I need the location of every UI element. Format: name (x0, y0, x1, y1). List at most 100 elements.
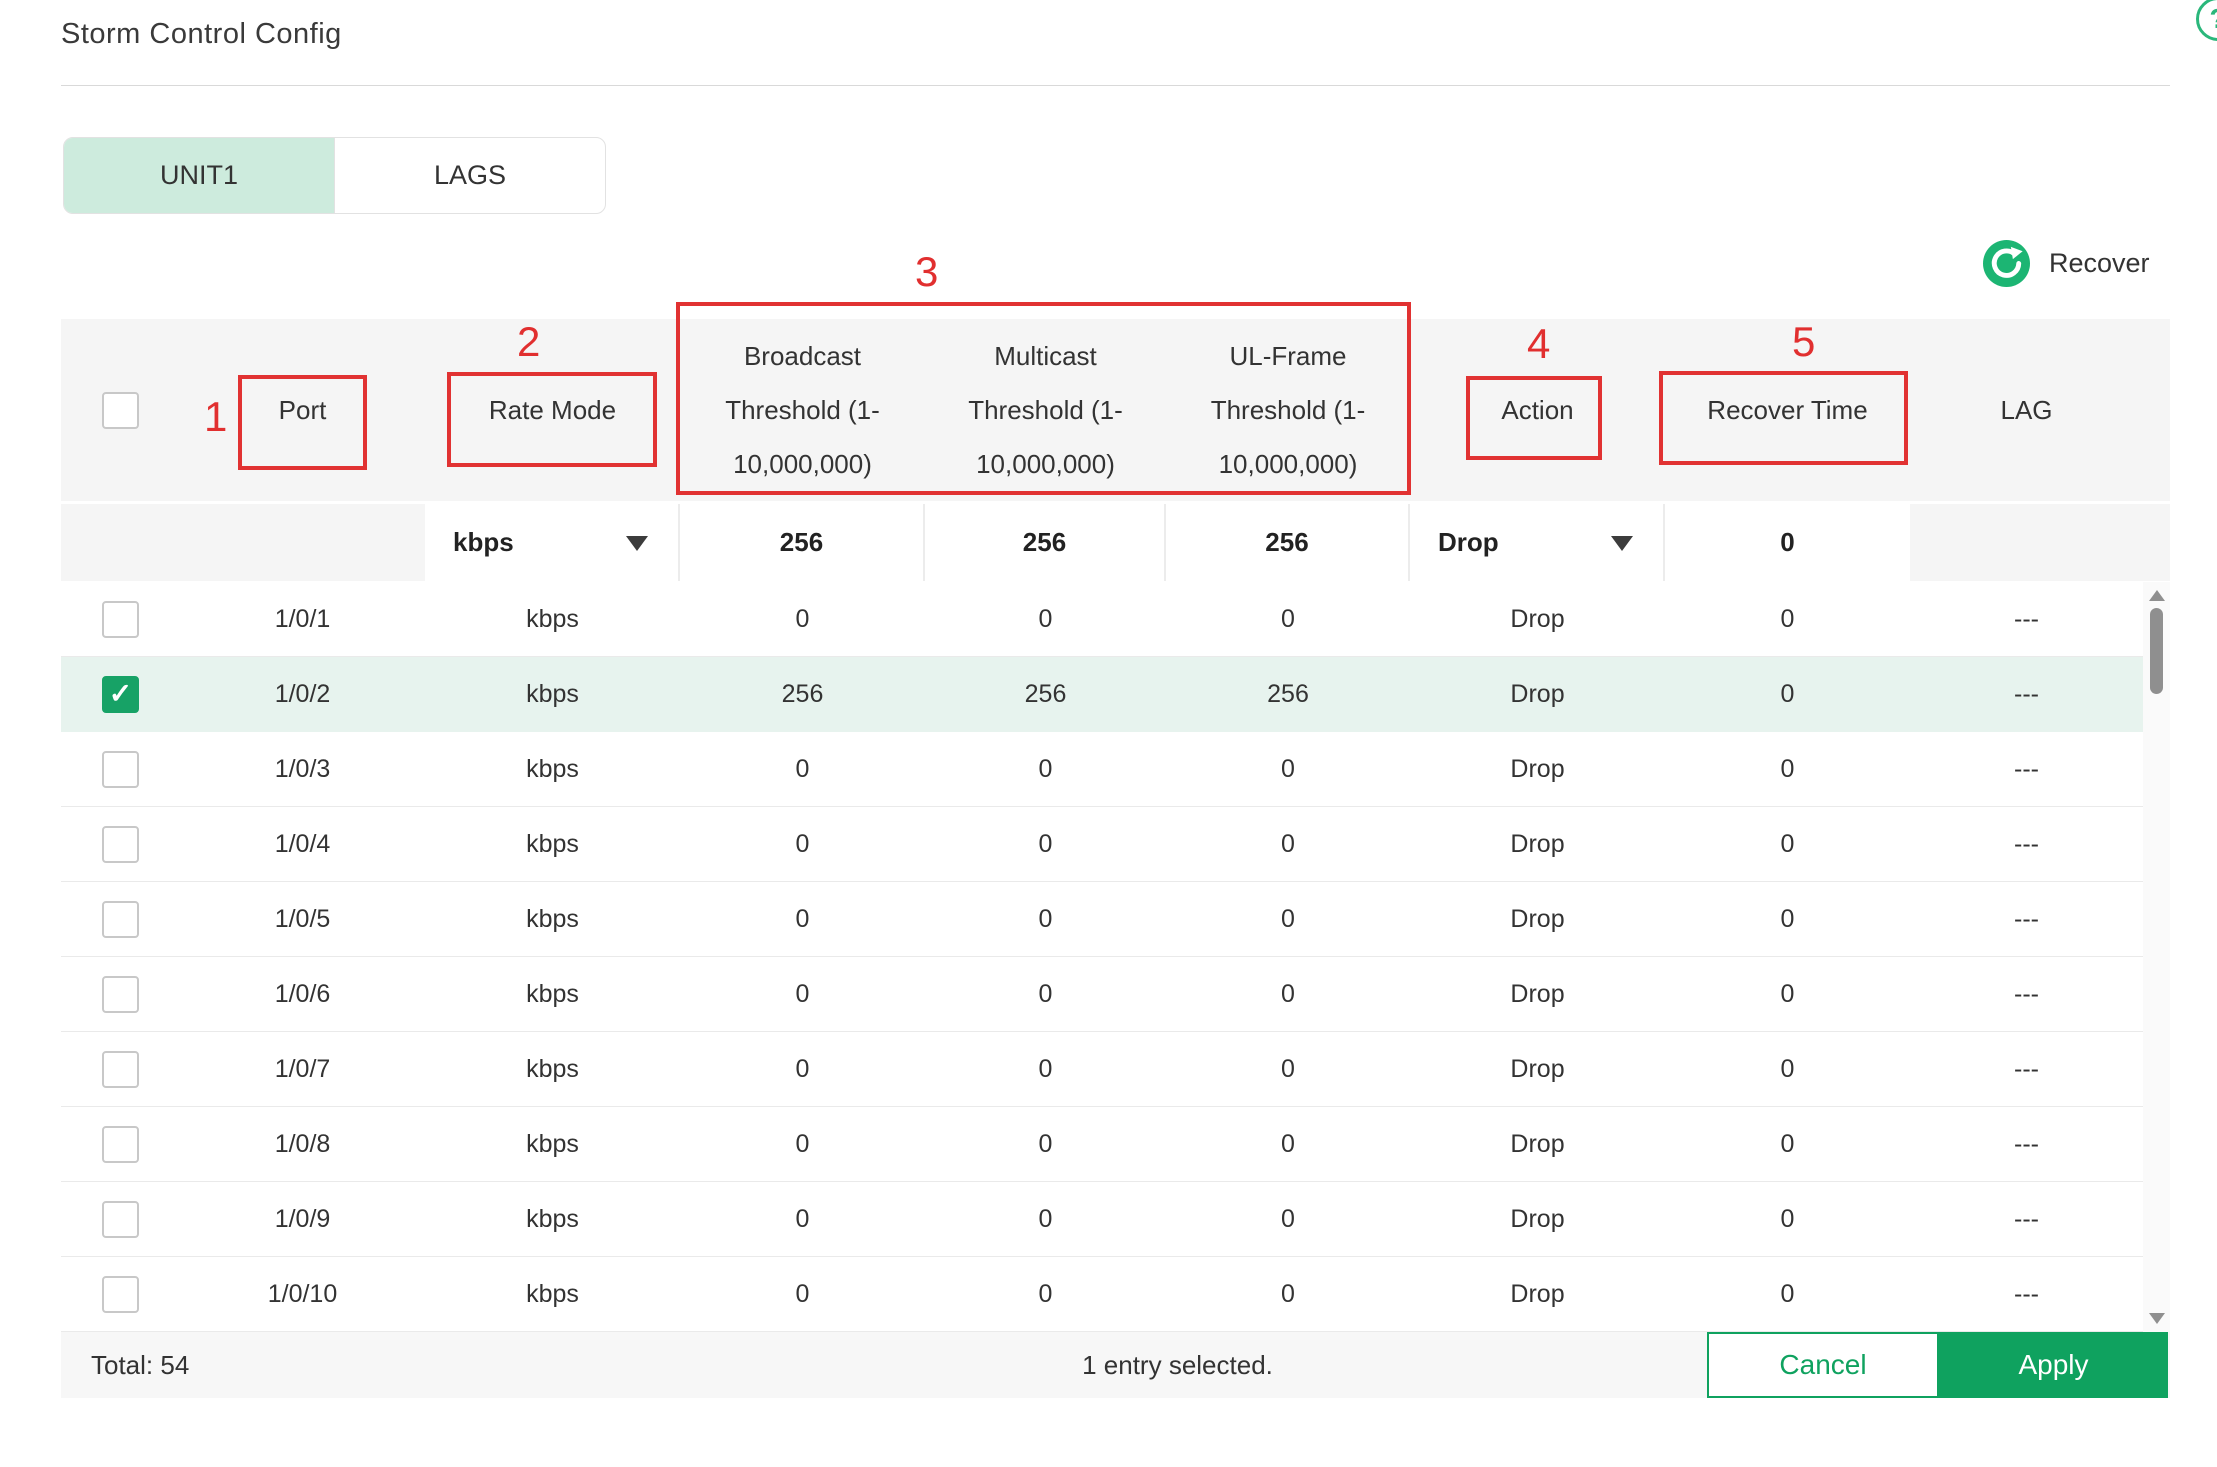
cell-rate-mode: kbps (526, 904, 579, 933)
cell-broadcast-threshold: 0 (795, 1279, 810, 1308)
tab-lags[interactable]: LAGS (334, 138, 605, 213)
cell-multicast-threshold: 0 (1038, 1054, 1053, 1083)
row-checkbox[interactable]: ✓ (102, 1125, 139, 1163)
cell-broadcast-threshold: 0 (795, 979, 810, 1008)
annotation-number-3: 3 (915, 248, 939, 295)
cell-action: Drop (1510, 754, 1565, 783)
table-row[interactable]: ✓ 1/0/8 kbps 0 0 0 Drop 0 --- (61, 1107, 2143, 1182)
table-row[interactable]: ✓ 1/0/9 kbps 0 0 0 Drop 0 --- (61, 1182, 2143, 1257)
row-checkbox[interactable]: ✓ (102, 750, 139, 788)
scrollbar-thumb[interactable] (2150, 608, 2163, 694)
cell-broadcast-threshold: 256 (781, 679, 824, 708)
table-row[interactable]: ✓ 1/0/2 kbps 256 256 256 Drop 0 --- (61, 657, 2143, 732)
action-dropdown[interactable]: Drop (1410, 504, 1665, 581)
table-row[interactable]: ✓ 1/0/6 kbps 0 0 0 Drop 0 --- (61, 957, 2143, 1032)
row-checkbox[interactable]: ✓ (102, 1200, 139, 1238)
cell-lag: --- (2014, 979, 2039, 1008)
column-header-rate-mode: Rate Mode (488, 395, 617, 425)
cell-lag: --- (2014, 1129, 2039, 1158)
recover-icon (1983, 239, 2030, 287)
column-header-ul-frame-threshold: UL-Frame Threshold (1-10,000,000) (1210, 341, 1366, 479)
cell-action: Drop (1510, 604, 1565, 633)
row-checkbox-cell: ✓ (61, 657, 180, 731)
bulk-edit-row: kbps 256 256 256 Drop 0 (61, 504, 2170, 581)
header-checkbox-cell: ✓ (61, 319, 180, 501)
cell-port: 1/0/3 (274, 754, 331, 783)
table-row[interactable]: ✓ 1/0/5 kbps 0 0 0 Drop 0 --- (61, 882, 2143, 957)
cell-rate-mode: kbps (526, 979, 579, 1008)
cell-broadcast-threshold: 0 (795, 904, 810, 933)
select-all-checkbox[interactable]: ✓ (102, 391, 139, 429)
table-row[interactable]: ✓ 1/0/7 kbps 0 0 0 Drop 0 --- (61, 1032, 2143, 1107)
help-icon[interactable]: ? (2196, 0, 2217, 41)
row-checkbox-cell: ✓ (61, 1257, 180, 1331)
apply-button[interactable]: Apply (1939, 1332, 2168, 1398)
cell-action: Drop (1510, 979, 1565, 1008)
cell-recover-time: 0 (1780, 1204, 1795, 1233)
cell-action: Drop (1510, 1279, 1565, 1308)
row-checkbox-cell: ✓ (61, 957, 180, 1031)
column-header-action: Action (1501, 395, 1574, 425)
total-count: Total: 54 (91, 1349, 190, 1380)
cell-action: Drop (1510, 829, 1565, 858)
cell-lag: --- (2014, 829, 2039, 858)
cell-recover-time: 0 (1780, 1129, 1795, 1158)
row-checkbox[interactable]: ✓ (102, 975, 139, 1013)
cell-multicast-threshold: 0 (1038, 604, 1053, 633)
ul-frame-threshold-value: 256 (1265, 527, 1309, 557)
cell-action: Drop (1510, 1054, 1565, 1083)
row-checkbox[interactable]: ✓ (102, 1275, 139, 1313)
recover-time-input[interactable]: 0 (1665, 504, 1910, 581)
broadcast-threshold-value: 256 (779, 527, 824, 557)
broadcast-threshold-input[interactable]: 256 (680, 504, 925, 581)
cell-recover-time: 0 (1780, 679, 1795, 708)
table-body: ✓ 1/0/1 kbps 0 0 0 Drop 0 --- ✓ 1/0/2 kb… (61, 582, 2143, 1332)
rate-mode-dropdown[interactable]: kbps (425, 504, 680, 581)
recover-time-value: 0 (1780, 527, 1795, 557)
table-footer: Total: 54 1 entry selected. Cancel Apply (61, 1332, 2170, 1398)
cell-lag: --- (2014, 604, 2039, 633)
cell-lag: --- (2014, 1204, 2039, 1233)
cell-ul-frame-threshold: 0 (1281, 829, 1295, 858)
column-header-port: Port (278, 395, 327, 425)
scroll-down-icon[interactable] (2149, 1313, 2165, 1324)
question-mark-glyph: ? (2209, 3, 2217, 35)
cancel-button[interactable]: Cancel (1707, 1332, 1939, 1398)
multicast-threshold-value: 256 (1022, 527, 1067, 557)
multicast-threshold-input[interactable]: 256 (925, 504, 1166, 581)
table-row[interactable]: ✓ 1/0/1 kbps 0 0 0 Drop 0 --- (61, 582, 2143, 657)
tab-unit1[interactable]: UNIT1 (64, 138, 334, 213)
cell-broadcast-threshold: 0 (795, 1204, 810, 1233)
unit-tabs: UNIT1 LAGS (63, 137, 606, 214)
row-checkbox[interactable]: ✓ (102, 825, 139, 863)
recover-button[interactable]: Recover (1983, 239, 2150, 287)
cell-rate-mode: kbps (526, 1129, 579, 1158)
cell-lag: --- (2014, 904, 2039, 933)
table-row[interactable]: ✓ 1/0/10 kbps 0 0 0 Drop 0 --- (61, 1257, 2143, 1332)
vertical-scrollbar[interactable] (2143, 582, 2170, 1332)
row-checkbox[interactable]: ✓ (102, 600, 139, 638)
row-checkbox[interactable]: ✓ (102, 675, 139, 713)
filter-empty-port-cell (180, 504, 425, 581)
scroll-up-icon[interactable] (2149, 590, 2165, 601)
cell-ul-frame-threshold: 0 (1281, 904, 1295, 933)
column-header-broadcast-threshold: Broadcast Threshold (1-10,000,000) (725, 341, 880, 479)
cell-port: 1/0/8 (274, 1129, 331, 1158)
cell-action: Drop (1510, 1129, 1565, 1158)
chevron-down-icon (626, 535, 648, 551)
filter-empty-checkbox-cell (61, 504, 180, 581)
row-checkbox[interactable]: ✓ (102, 900, 139, 938)
row-checkbox[interactable]: ✓ (102, 1050, 139, 1088)
table-row[interactable]: ✓ 1/0/4 kbps 0 0 0 Drop 0 --- (61, 807, 2143, 882)
action-dropdown-value: Drop (1438, 527, 1499, 557)
cell-rate-mode: kbps (526, 679, 579, 708)
cell-port: 1/0/2 (274, 679, 331, 708)
filter-empty-lag-cell (1910, 504, 2143, 581)
cell-multicast-threshold: 0 (1038, 1129, 1053, 1158)
row-checkbox-cell: ✓ (61, 582, 180, 656)
table-row[interactable]: ✓ 1/0/3 kbps 0 0 0 Drop 0 --- (61, 732, 2143, 807)
ul-frame-threshold-input[interactable]: 256 (1166, 504, 1410, 581)
cell-ul-frame-threshold: 256 (1267, 679, 1309, 708)
cell-lag: --- (2014, 754, 2039, 783)
